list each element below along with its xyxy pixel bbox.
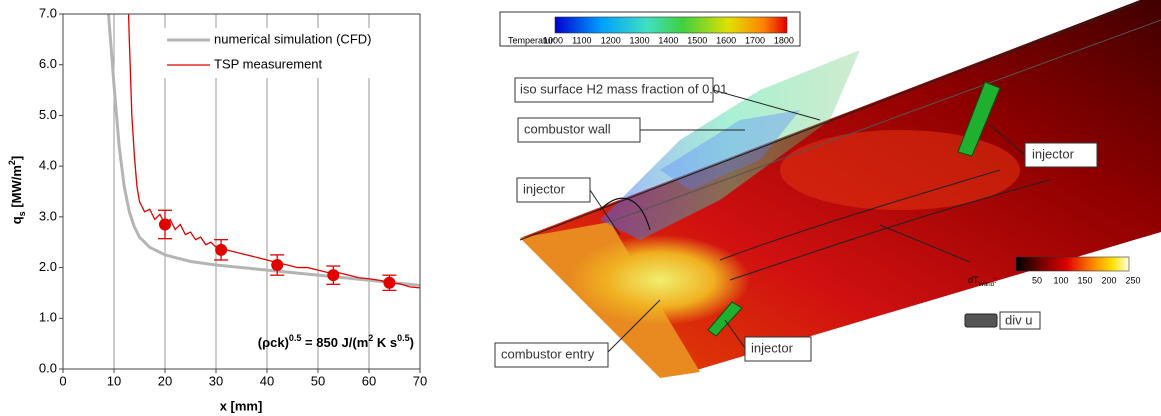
label-injector: injector bbox=[751, 340, 794, 355]
x-tick-label: 50 bbox=[311, 373, 325, 388]
colorbar-tick: 1800 bbox=[774, 35, 794, 45]
colorbar-tick: 1500 bbox=[687, 35, 707, 45]
text-part: K s bbox=[373, 335, 397, 350]
div-legend: div u bbox=[1005, 312, 1032, 327]
marker bbox=[159, 218, 171, 230]
annotation: (ρck)0.5 = 850 J/(m2 K s0.5) bbox=[258, 333, 414, 350]
colorbar-tick: 1300 bbox=[630, 35, 650, 45]
label-injector: injector bbox=[1032, 146, 1075, 161]
x-axis-label: x [mm] bbox=[220, 398, 263, 413]
x-tick-label: 20 bbox=[158, 373, 172, 388]
y-tick-label: 1.0 bbox=[39, 310, 57, 325]
text-part: 0.5 bbox=[289, 333, 302, 343]
colorbar-tick: 100 bbox=[1053, 275, 1068, 285]
colorbar-tick: 1400 bbox=[658, 35, 678, 45]
colorbar-tick: 1100 bbox=[572, 35, 591, 45]
label-wall: combustor wall bbox=[524, 121, 611, 136]
label: dT bbox=[968, 275, 979, 285]
combustor-render bbox=[520, 0, 1161, 378]
y-tick-label: 7.0 bbox=[39, 5, 57, 20]
colorbar-tick: 200 bbox=[1101, 275, 1116, 285]
marker bbox=[271, 259, 283, 271]
label-entry: combustor entry bbox=[501, 346, 595, 361]
colorbar-tick: 50 bbox=[1032, 275, 1042, 285]
text-part: ) bbox=[410, 335, 414, 350]
y-tick-label: 3.0 bbox=[39, 208, 57, 223]
y-tick-label: 2.0 bbox=[39, 259, 57, 274]
text-part: = 850 J/(m bbox=[301, 335, 368, 350]
y-tick-label: 5.0 bbox=[39, 107, 57, 122]
text-part: [MW/m bbox=[9, 165, 24, 211]
colorbar-tick: 1700 bbox=[745, 35, 765, 45]
marker bbox=[327, 269, 339, 281]
x-tick-label: 70 bbox=[413, 373, 427, 388]
label-end: : bbox=[994, 275, 997, 285]
text-part: (ρck) bbox=[258, 335, 289, 350]
x-tick-label: 10 bbox=[107, 373, 121, 388]
x-tick-label: 30 bbox=[209, 373, 223, 388]
y-tick-label: 0.0 bbox=[39, 360, 57, 375]
y-tick-label: 4.0 bbox=[39, 158, 57, 173]
label-iso: iso surface H2 mass fraction of 0.01 bbox=[520, 81, 727, 96]
colorbar-tick: 1600 bbox=[716, 35, 736, 45]
y-axis-label: qs [MW/m2] bbox=[7, 156, 27, 225]
colorbar bbox=[1016, 257, 1129, 271]
text-part: q bbox=[9, 216, 24, 224]
x-tick-label: 60 bbox=[362, 373, 376, 388]
colorbar-tick: 250 bbox=[1125, 275, 1140, 285]
legend-label: numerical simulation (CFD) bbox=[214, 31, 371, 46]
y-tick-label: 6.0 bbox=[39, 56, 57, 71]
text-part: 0.5 bbox=[397, 333, 410, 343]
colorbar-tick: 150 bbox=[1077, 275, 1092, 285]
colorbar-tick: 1200 bbox=[601, 35, 621, 45]
text-part: ] bbox=[9, 156, 24, 160]
x-tick-label: 40 bbox=[260, 373, 274, 388]
label-injector: injector bbox=[523, 181, 566, 196]
figure: Temperatur: 1000110012001300140015001600… bbox=[0, 0, 1161, 416]
colorbar bbox=[555, 17, 787, 33]
legend-label: TSP measurement bbox=[214, 56, 323, 71]
x-tick-label: 0 bbox=[59, 373, 66, 388]
marker bbox=[383, 277, 395, 289]
label-sub: Wand bbox=[979, 282, 994, 288]
marker bbox=[215, 244, 227, 256]
colorbar-tick: 1000 bbox=[543, 35, 563, 45]
